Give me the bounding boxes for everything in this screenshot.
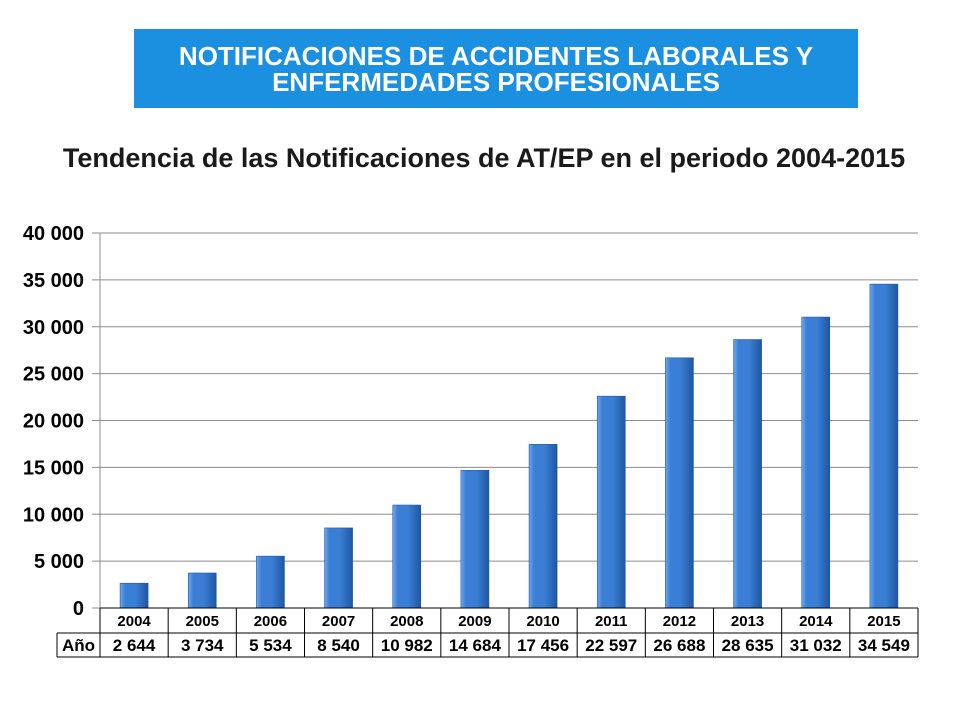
y-tick-label: 10 000 xyxy=(23,504,84,526)
bar-2011 xyxy=(596,395,626,609)
bar-2006 xyxy=(256,555,285,609)
x-category-label: 2014 xyxy=(799,613,833,630)
header-line-1: NOTIFICACIONES DE ACCIDENTES LABORALES Y xyxy=(178,40,814,71)
y-tick-label: 15 000 xyxy=(23,457,84,479)
x-category-label: 2006 xyxy=(254,613,287,630)
data-label: 17 456 xyxy=(517,636,569,655)
bar-2012 xyxy=(665,357,694,609)
data-label: 10 982 xyxy=(381,636,433,655)
data-label: 8 540 xyxy=(317,636,360,655)
bar-2009 xyxy=(460,470,490,609)
y-tick-label: 30 000 xyxy=(23,317,84,339)
y-tick-label: 20 000 xyxy=(23,411,84,433)
bar-2004 xyxy=(119,582,149,609)
x-category-label: 2011 xyxy=(595,613,628,630)
x-category-label: 2004 xyxy=(117,613,151,630)
x-category-label: 2013 xyxy=(731,613,764,630)
y-axis: 0 5 000 10 000 15 000 20 000 25 000 30 000 35 0… xyxy=(23,223,101,620)
x-category-label: 2005 xyxy=(186,613,219,630)
bars xyxy=(119,283,899,609)
data-label: 14 684 xyxy=(449,636,502,655)
gridlines xyxy=(92,232,918,609)
data-label: 2 644 xyxy=(113,636,156,655)
header-line-2: ENFERMEDADES PROFESIONALES xyxy=(272,66,720,97)
y-tick-label: 40 000 xyxy=(23,223,84,245)
bar-2010 xyxy=(528,444,558,609)
bar-2007 xyxy=(324,527,353,609)
bar-2013 xyxy=(733,339,762,609)
data-label: 5 534 xyxy=(249,636,292,655)
x-category-label: 2012 xyxy=(663,613,696,630)
series-row-label: Año xyxy=(62,636,95,655)
x-category-label: 2008 xyxy=(390,613,423,630)
y-tick-label: 35 000 xyxy=(23,270,84,292)
data-label: 28 635 xyxy=(722,636,774,655)
x-category-label: 2015 xyxy=(867,613,900,630)
y-tick-label: 25 000 xyxy=(23,364,84,386)
y-tick-label: 5 000 xyxy=(34,551,84,573)
bar-2015 xyxy=(869,283,899,609)
data-label: 31 032 xyxy=(790,636,842,655)
data-label: 22 597 xyxy=(585,636,637,655)
x-category-label: 2009 xyxy=(458,613,491,630)
y-tick-label: 0 xyxy=(73,598,84,620)
data-label: 26 688 xyxy=(653,636,705,655)
x-category-label: 2007 xyxy=(322,613,355,630)
chart-title: Tendencia de las Notificaciones de AT/EP… xyxy=(62,143,906,173)
header-banner: NOTIFICACIONES DE ACCIDENTES LABORALES Y… xyxy=(134,29,858,108)
x-category-label: 2010 xyxy=(526,613,559,630)
data-label: 34 549 xyxy=(858,636,910,655)
data-table: 2004 2 644 2005 3 734 2006 5 534 2007 8 540 2008… xyxy=(56,607,919,658)
data-label: 3 734 xyxy=(181,636,224,655)
bar-2008 xyxy=(392,504,422,609)
bar-2014 xyxy=(801,316,831,609)
bar-2005 xyxy=(187,572,217,609)
